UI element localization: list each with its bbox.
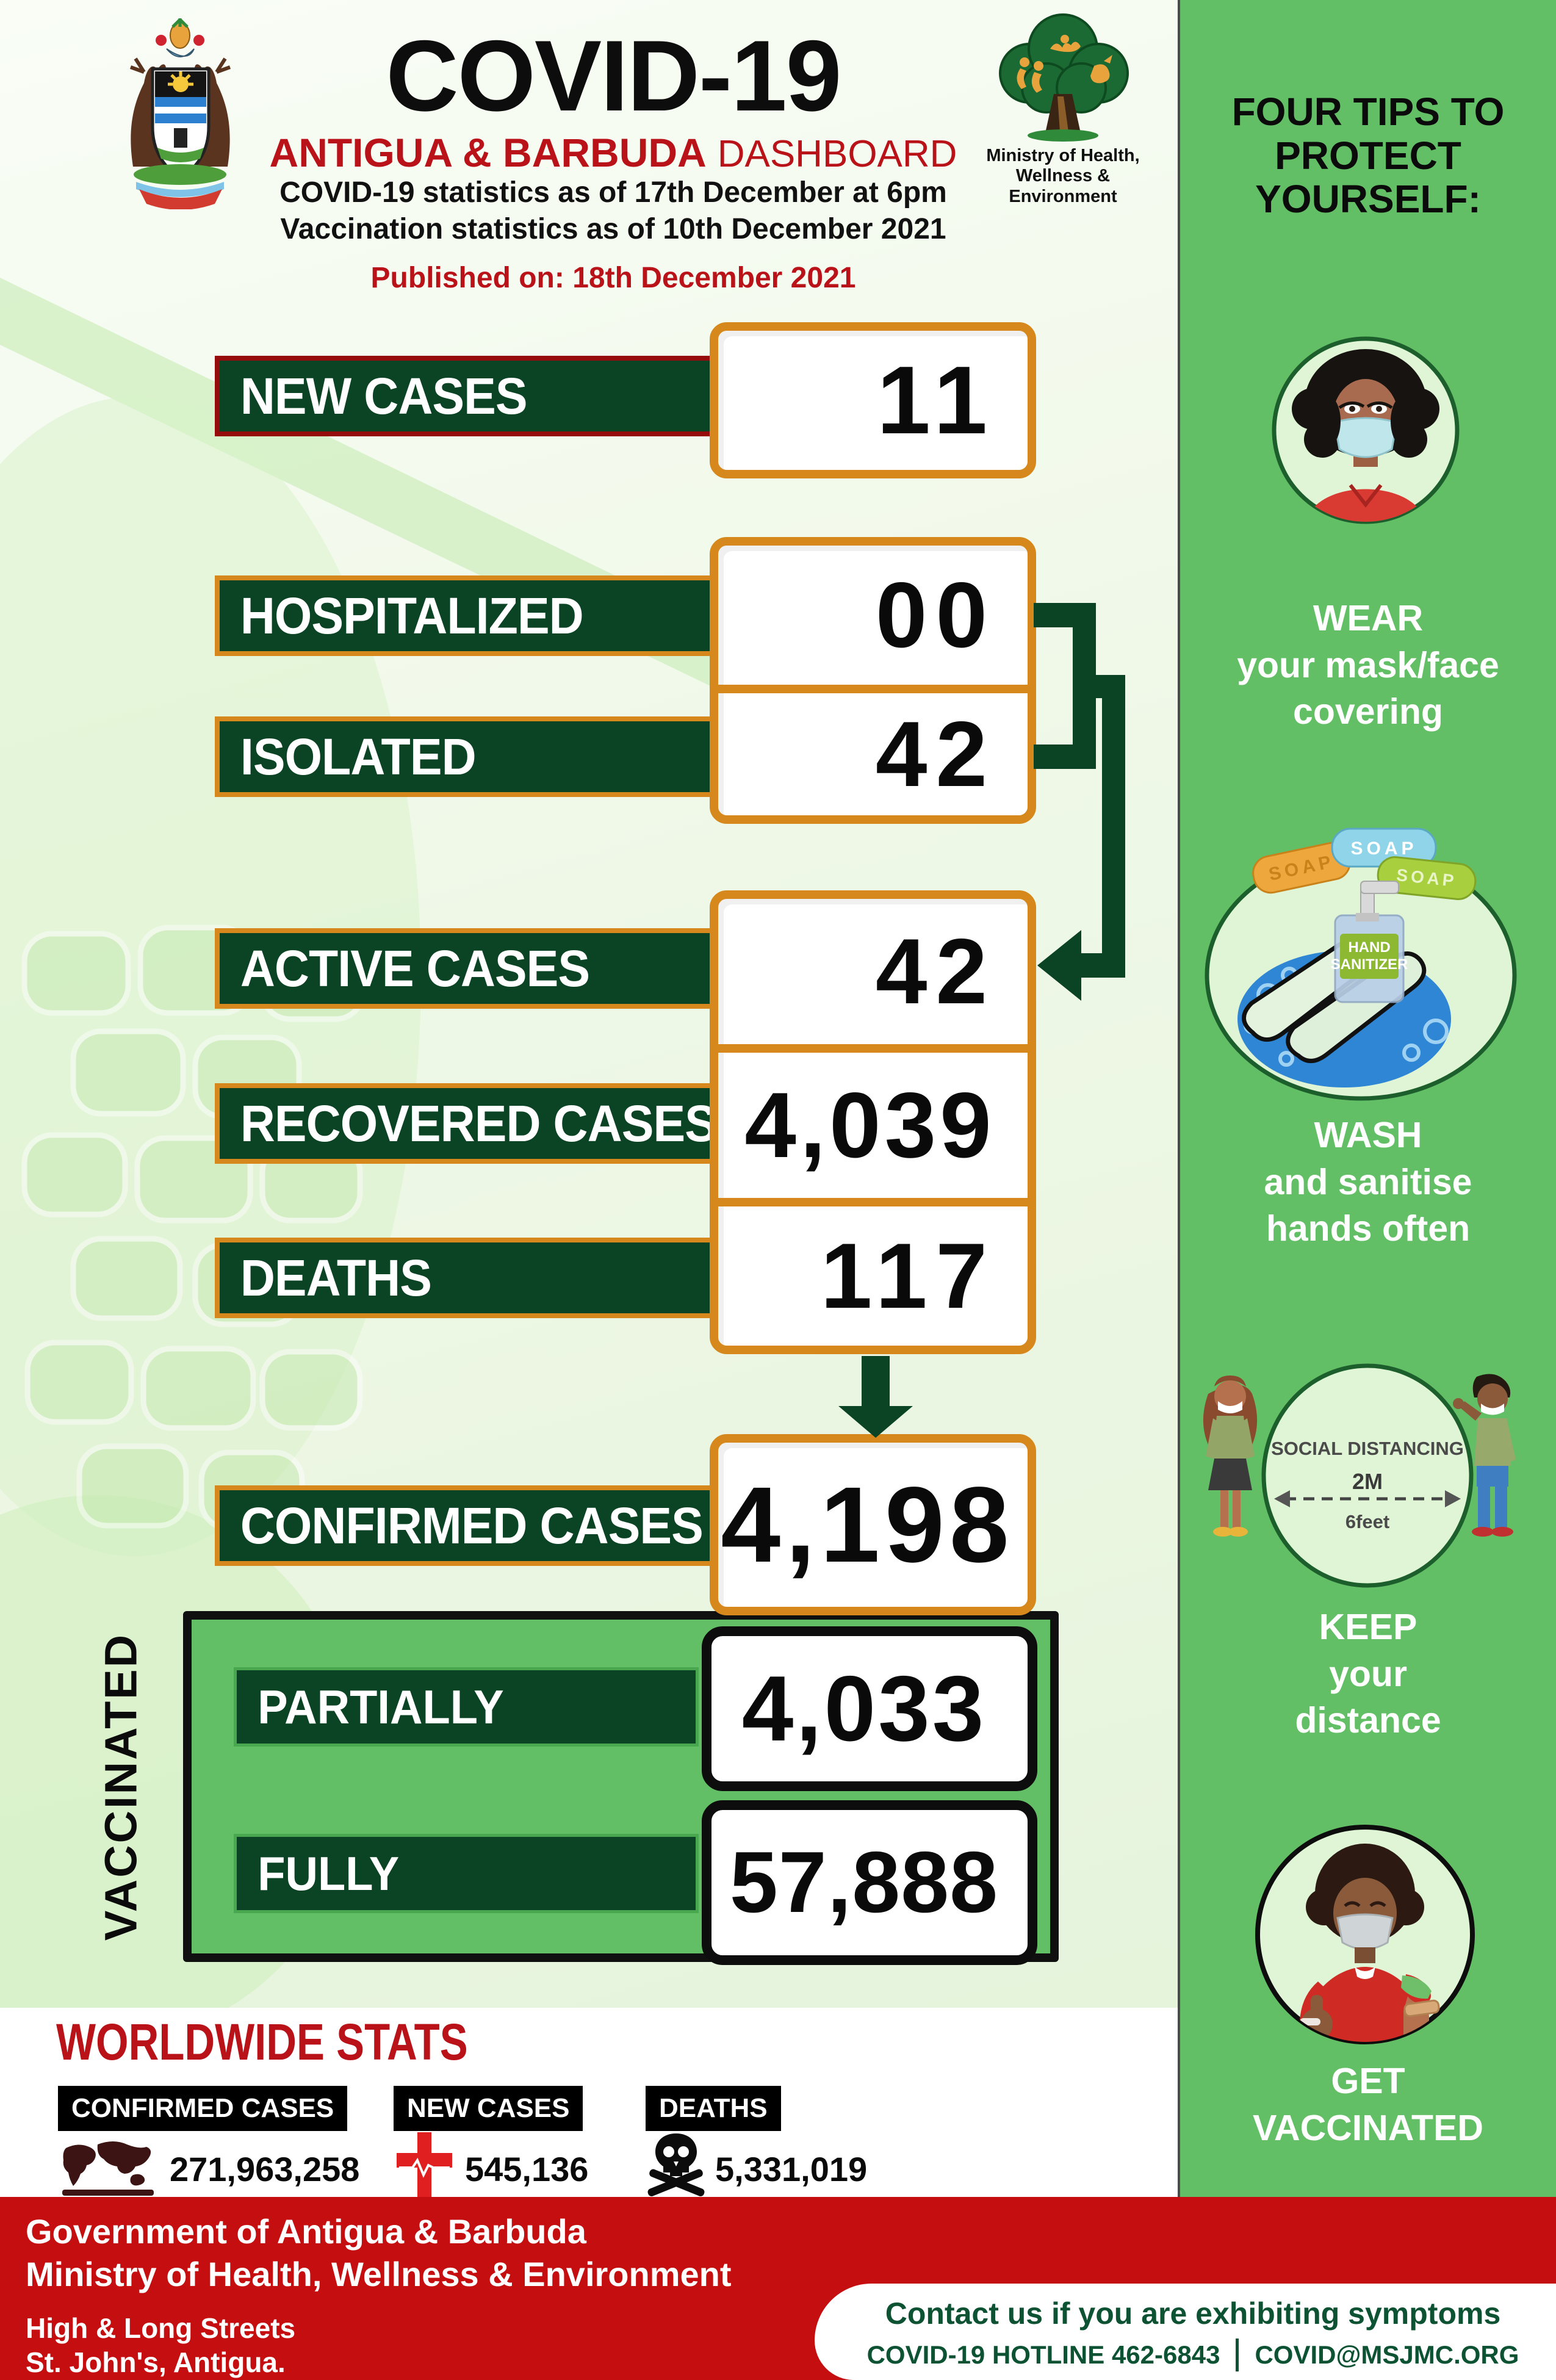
svg-text:SANITIZER: SANITIZER bbox=[1331, 956, 1408, 973]
hospitalized-value: 00 bbox=[875, 563, 996, 667]
svg-text:SOAP: SOAP bbox=[1350, 838, 1417, 859]
subtitle-dashboard: DASHBOARD bbox=[717, 133, 957, 175]
fully-value-box: 57,888 bbox=[702, 1800, 1037, 1965]
new-cases-value-box: 11 bbox=[710, 322, 1036, 478]
svg-text:HAND: HAND bbox=[1348, 939, 1390, 956]
deaths-label: DEATHS bbox=[215, 1238, 715, 1318]
worldwide-confirmed-chip: CONFIRMED CASES bbox=[58, 2086, 348, 2131]
footer-ministry-line: Ministry of Health, Wellness & Environme… bbox=[26, 2255, 732, 2293]
contact-divider bbox=[1236, 2339, 1239, 2371]
partially-value: 4,033 bbox=[741, 1656, 987, 1761]
hospitalized-label: HOSPITALIZED bbox=[215, 575, 715, 656]
distancing-woman-figure bbox=[1203, 1376, 1258, 1537]
confirmed-cases-value-box: 4,198 bbox=[710, 1434, 1036, 1615]
hotline-number: COVID-19 HOTLINE 462-6843 bbox=[866, 2340, 1220, 2369]
get-vaccinated-icon bbox=[1255, 1825, 1475, 2044]
worldwide-deaths-value: 5,331,019 bbox=[715, 2149, 868, 2188]
recovered-cases-label: RECOVERED CASES bbox=[215, 1083, 717, 1164]
social-distancing-icon: SOCIAL DISTANCING 2M 6feet bbox=[1203, 1363, 1516, 1588]
worldwide-newcases-chip: NEW CASES bbox=[394, 2086, 583, 2131]
isolated-value: 42 bbox=[875, 702, 996, 806]
confirmed-cases-value: 4,198 bbox=[721, 1465, 1014, 1585]
ministry-logo: Ministry of Health, Wellness & Environme… bbox=[971, 13, 1154, 207]
box-divider bbox=[718, 1198, 1028, 1206]
svg-text:2M: 2M bbox=[1352, 1469, 1383, 1494]
new-cases-value: 11 bbox=[876, 346, 996, 454]
world-map-icon bbox=[62, 2141, 154, 2196]
contact-heading: Contact us if you are exhibiting symptom… bbox=[885, 2296, 1501, 2331]
confirmed-cases-label: CONFIRMED CASES bbox=[215, 1485, 715, 1566]
active-cases-label: ACTIVE CASES bbox=[215, 928, 715, 1009]
wear-mask-icon bbox=[1272, 336, 1460, 524]
recovered-cases-value: 4,039 bbox=[744, 1073, 995, 1177]
contact-details: COVID-19 HOTLINE 462-6843 COVID@MSJMC.OR… bbox=[845, 2339, 1541, 2371]
worldwide-deaths-chip: DEATHS bbox=[646, 2086, 781, 2131]
vaccination-asof-line: Vaccination statistics as of 10th Decemb… bbox=[280, 213, 946, 245]
active-recovered-deaths-box: 42 4,039 117 bbox=[710, 890, 1036, 1354]
partially-value-box: 4,033 bbox=[702, 1626, 1037, 1791]
box-divider bbox=[718, 1044, 1028, 1053]
footer-government-line: Government of Antigua & Barbuda bbox=[26, 2212, 586, 2251]
box-divider bbox=[718, 685, 1028, 693]
worldwide-newcases-value: 545,136 bbox=[465, 2149, 589, 2188]
tip-wear-text: WEAR your mask/face covering bbox=[1237, 598, 1499, 732]
svg-text:6feet: 6feet bbox=[1345, 1511, 1389, 1532]
contact-email: COVID@MSJMC.ORG bbox=[1255, 2340, 1519, 2369]
isolated-label: ISOLATED bbox=[215, 716, 715, 797]
antigua-coat-of-arms bbox=[129, 18, 231, 209]
wash-hands-icon: SOAP SOAP SOAP HAND SANITIZER bbox=[1205, 828, 1517, 1101]
ministry-tree-icon bbox=[999, 13, 1129, 142]
fully-label: FULLY bbox=[234, 1834, 699, 1913]
worldwide-confirmed-value: 271,963,258 bbox=[170, 2149, 360, 2188]
tip-wash-text: WASH and sanitise hands often bbox=[1264, 1115, 1472, 1249]
new-cases-label: NEW CASES bbox=[215, 356, 715, 436]
medical-cross-icon bbox=[397, 2132, 452, 2200]
footer-street-line: High & Long Streets bbox=[26, 2312, 296, 2344]
active-cases-value: 42 bbox=[875, 919, 996, 1023]
contact-panel bbox=[815, 2284, 1556, 2380]
ministry-name-line1: Ministry of Health, bbox=[986, 146, 1140, 165]
page-title: COVID-19 bbox=[386, 20, 841, 132]
subtitle-country: ANTIGUA & BARBUDA bbox=[269, 130, 707, 175]
published-line: Published on: 18th December 2021 bbox=[370, 262, 856, 294]
fully-value: 57,888 bbox=[729, 1834, 999, 1931]
ministry-name-line2: Wellness & Environment bbox=[1009, 166, 1117, 206]
tip-vaccinated-text: GET VACCINATED bbox=[1252, 2061, 1484, 2148]
sidebar-heading: FOUR TIPS TO PROTECT YOURSELF: bbox=[1231, 90, 1505, 222]
hospitalized-isolated-box: 00 42 bbox=[710, 537, 1036, 824]
partially-label: PARTIALLY bbox=[234, 1667, 699, 1747]
skull-crossbones-icon bbox=[647, 2133, 705, 2196]
deaths-value: 117 bbox=[820, 1224, 996, 1328]
footer-city-line: St. John's, Antigua. bbox=[26, 2346, 286, 2378]
distancing-man-figure bbox=[1453, 1374, 1516, 1537]
page-subtitle: ANTIGUA & BARBUDA DASHBOARD bbox=[256, 129, 970, 176]
vaccinated-vertical-title: VACCINATED bbox=[95, 1632, 146, 1941]
tip-distance-text: KEEP your distance bbox=[1295, 1607, 1441, 1741]
worldwide-title: WORLDWIDE STATS bbox=[56, 2013, 468, 2071]
svg-text:SOCIAL DISTANCING: SOCIAL DISTANCING bbox=[1271, 1438, 1464, 1459]
stats-asof-line: COVID-19 statistics as of 17th December … bbox=[279, 176, 947, 209]
